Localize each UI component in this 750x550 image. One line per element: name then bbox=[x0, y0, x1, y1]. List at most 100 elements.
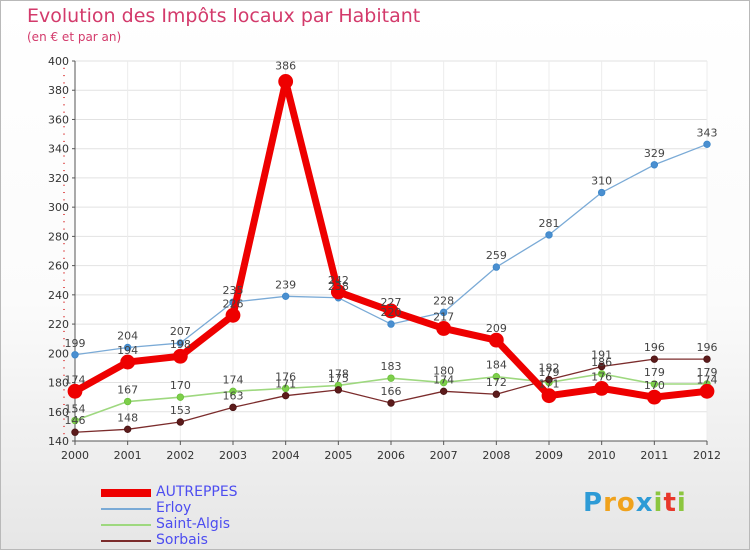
data-label: 182 bbox=[539, 362, 560, 375]
data-point-saint-algis bbox=[439, 378, 448, 387]
data-label: 186 bbox=[591, 356, 612, 369]
x-tick-label: 2004 bbox=[272, 449, 300, 462]
data-point-sorbais bbox=[545, 375, 553, 384]
data-point-sorbais bbox=[281, 391, 290, 400]
y-tick-label: 320 bbox=[48, 172, 69, 185]
data-label: 204 bbox=[117, 329, 138, 342]
data-label: 196 bbox=[697, 341, 718, 354]
data-point-saint-algis bbox=[229, 387, 237, 396]
legend-label-sorbais: Sorbais bbox=[156, 532, 208, 548]
data-point-erloy bbox=[176, 339, 185, 347]
chart-title: Evolution des Impôts locaux par Habitant bbox=[27, 5, 421, 27]
data-label: 146 bbox=[65, 414, 86, 427]
data-label: 242 bbox=[328, 274, 349, 287]
data-label: 238 bbox=[328, 280, 349, 293]
data-point-sorbais bbox=[334, 386, 343, 394]
x-tick-label: 2006 bbox=[377, 449, 405, 462]
data-label: 148 bbox=[117, 411, 138, 424]
data-label: 183 bbox=[381, 360, 402, 373]
data-label: 194 bbox=[117, 344, 138, 357]
data-label: 174 bbox=[65, 373, 86, 386]
logo-letter: x bbox=[635, 488, 654, 518]
data-label: 386 bbox=[275, 59, 296, 72]
data-label: 176 bbox=[591, 370, 612, 383]
y-tick-label: 220 bbox=[48, 318, 69, 331]
data-label: 199 bbox=[65, 337, 86, 350]
data-label: 179 bbox=[644, 366, 665, 379]
data-point-erloy bbox=[123, 343, 132, 352]
data-label: 178 bbox=[328, 367, 349, 380]
data-point-sorbais bbox=[439, 387, 448, 396]
y-tick-label: 280 bbox=[48, 230, 69, 243]
data-point-sorbais bbox=[492, 390, 501, 398]
data-point-erloy bbox=[71, 351, 79, 359]
data-point-saint-algis bbox=[176, 393, 185, 401]
data-label: 167 bbox=[117, 384, 138, 397]
data-label: 170 bbox=[644, 379, 665, 392]
data-point-autreppes bbox=[172, 348, 188, 364]
y-tick-label: 400 bbox=[48, 55, 69, 68]
legend-item-erloy: Erloy bbox=[101, 500, 361, 517]
data-point-sorbais bbox=[387, 399, 395, 407]
data-label: 207 bbox=[170, 325, 191, 338]
logo-letter: o bbox=[616, 488, 636, 518]
x-tick-label: 2009 bbox=[535, 449, 563, 462]
data-point-sorbais bbox=[71, 428, 79, 436]
data-point-saint-algis bbox=[281, 384, 290, 393]
data-label: 228 bbox=[433, 294, 454, 307]
data-point-autreppes bbox=[541, 388, 557, 404]
data-point-saint-algis bbox=[492, 372, 501, 381]
proxiti-logo: Proxiti bbox=[583, 488, 687, 518]
data-point-erloy bbox=[545, 231, 553, 239]
data-label: 154 bbox=[65, 403, 86, 416]
x-tick-label: 2005 bbox=[324, 449, 352, 462]
data-point-autreppes bbox=[699, 383, 715, 399]
legend-label-saint-algis: Saint-Algis bbox=[156, 516, 230, 532]
y-tick-label: 300 bbox=[48, 201, 69, 214]
logo-letter: i bbox=[653, 488, 664, 518]
x-tick-label: 2012 bbox=[693, 449, 721, 462]
y-tick-label: 140 bbox=[48, 435, 69, 448]
axis-layer: 140 160 180 200 220 240 260 280 300 320 340 360 380 4… bbox=[48, 55, 721, 462]
x-tick-label: 2008 bbox=[482, 449, 510, 462]
legend-swatch-sorbais bbox=[101, 540, 151, 542]
logo-letter: r bbox=[603, 488, 617, 518]
legend-label-erloy: Erloy bbox=[156, 500, 192, 516]
data-point-saint-algis bbox=[123, 397, 132, 406]
data-point-autreppes bbox=[594, 380, 610, 396]
data-label: 184 bbox=[486, 359, 507, 372]
y-tick-label: 180 bbox=[48, 377, 69, 390]
data-point-erloy bbox=[492, 263, 501, 271]
legend-swatch-erloy bbox=[101, 508, 151, 510]
data-point-saint-algis bbox=[650, 380, 659, 388]
data-label: 343 bbox=[697, 126, 718, 139]
x-tick-label: 2000 bbox=[61, 449, 89, 462]
series-layer bbox=[67, 74, 715, 436]
data-label: 153 bbox=[170, 404, 191, 417]
data-point-saint-algis bbox=[71, 416, 79, 425]
data-point-autreppes bbox=[436, 321, 452, 336]
y-tick-label: 360 bbox=[48, 113, 69, 126]
data-label: 171 bbox=[539, 378, 560, 391]
logo-letter: P bbox=[583, 488, 604, 518]
data-label: 198 bbox=[170, 338, 191, 351]
legend-item-autreppes: AUTREPPES bbox=[101, 484, 361, 501]
data-label: 172 bbox=[486, 376, 507, 389]
data-point-sorbais bbox=[703, 355, 711, 363]
data-point-sorbais bbox=[229, 403, 237, 412]
data-point-autreppes bbox=[488, 332, 504, 348]
data-point-autreppes bbox=[383, 303, 399, 319]
data-point-autreppes bbox=[120, 354, 136, 370]
y-tick-label: 260 bbox=[48, 260, 69, 273]
data-label: 176 bbox=[275, 370, 296, 383]
data-point-erloy bbox=[650, 161, 659, 169]
data-label-layer: 1991741541462041941671482071981701532352… bbox=[65, 59, 718, 427]
x-tick-label: 2002 bbox=[166, 449, 194, 462]
data-label: 174 bbox=[697, 373, 718, 386]
legend-swatch-saint-algis bbox=[101, 524, 151, 526]
legend-item-sorbais: Sorbais bbox=[101, 532, 361, 549]
data-point-erloy bbox=[387, 320, 395, 328]
legend-label-autreppes: AUTREPPES bbox=[156, 484, 238, 500]
chart-subtitle: (en € et par an) bbox=[27, 30, 122, 44]
